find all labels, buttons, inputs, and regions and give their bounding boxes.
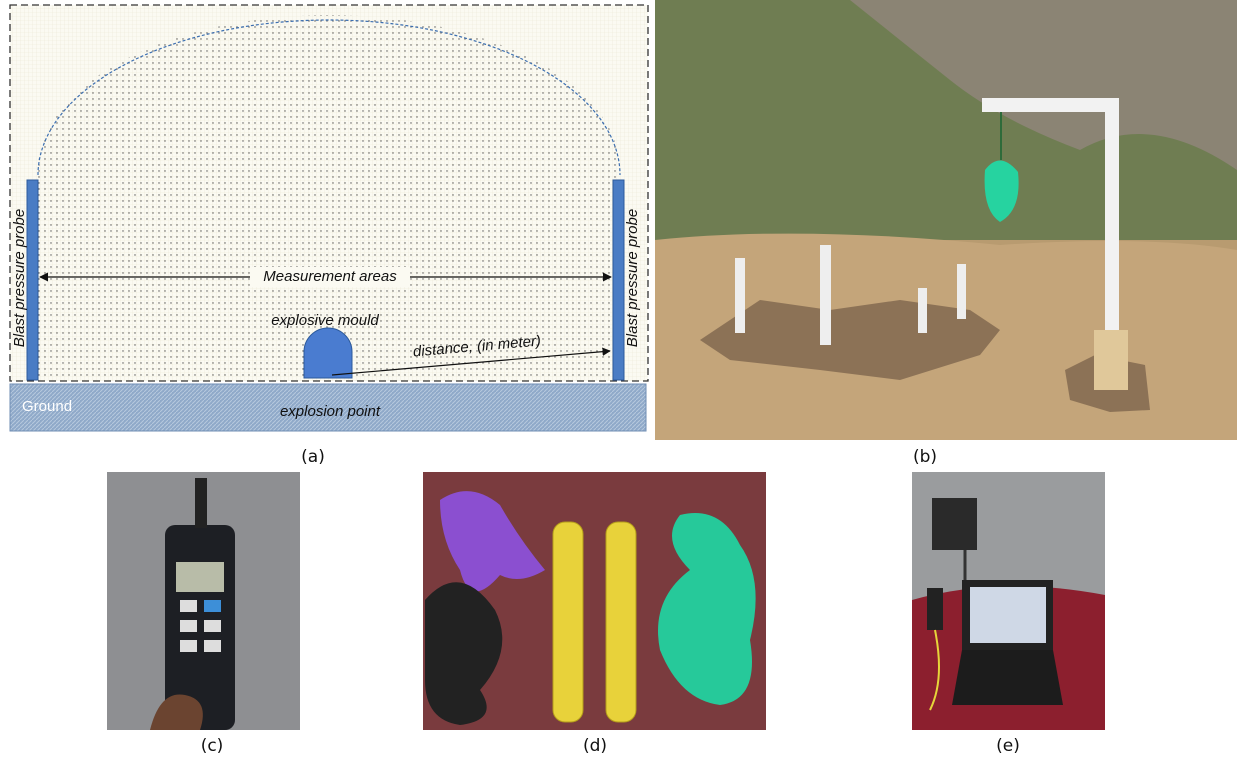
probe: [27, 180, 38, 380]
button: [204, 640, 221, 652]
photo-b: [655, 0, 1237, 440]
measurement-label: Measurement areas: [263, 268, 397, 285]
figure: Blast pressure probe Blast pressure prob…: [0, 0, 1237, 762]
probe-label: Blast pressure probe: [11, 209, 28, 347]
button: [204, 600, 221, 612]
photo-d: [423, 472, 766, 730]
mould: [304, 328, 352, 378]
probe-pipe: [735, 258, 745, 333]
sensor-box: [932, 498, 977, 550]
display: [176, 562, 224, 592]
post-base: [1094, 330, 1128, 390]
button: [204, 620, 221, 632]
sensor: [195, 478, 207, 528]
caption: (e): [996, 736, 1020, 756]
button: [180, 640, 197, 652]
explosion-label: explosion point: [280, 403, 381, 420]
probe-label: Blast pressure probe: [624, 209, 641, 347]
button: [180, 620, 197, 632]
ground-label: Ground: [22, 398, 72, 415]
screen: [970, 587, 1046, 643]
battery: [927, 588, 943, 630]
stick: [606, 522, 636, 722]
probe-pipe: [918, 288, 927, 333]
caption: (b): [913, 447, 937, 467]
page: Blast pressure probe Blast pressure prob…: [0, 0, 1237, 762]
probe-pipe: [820, 245, 831, 345]
caption: (c): [201, 736, 224, 756]
stick: [553, 522, 583, 722]
caption: (a): [301, 447, 325, 467]
caption: (d): [583, 736, 607, 756]
panel-a: Blast pressure probe Blast pressure prob…: [10, 5, 648, 431]
probe: [613, 180, 624, 380]
laptop-base: [952, 650, 1063, 705]
button: [180, 600, 197, 612]
photo-e: [912, 472, 1105, 730]
photo-c: [107, 472, 300, 730]
mould-label: explosive mould: [271, 312, 379, 329]
probe-pipe: [957, 264, 966, 319]
